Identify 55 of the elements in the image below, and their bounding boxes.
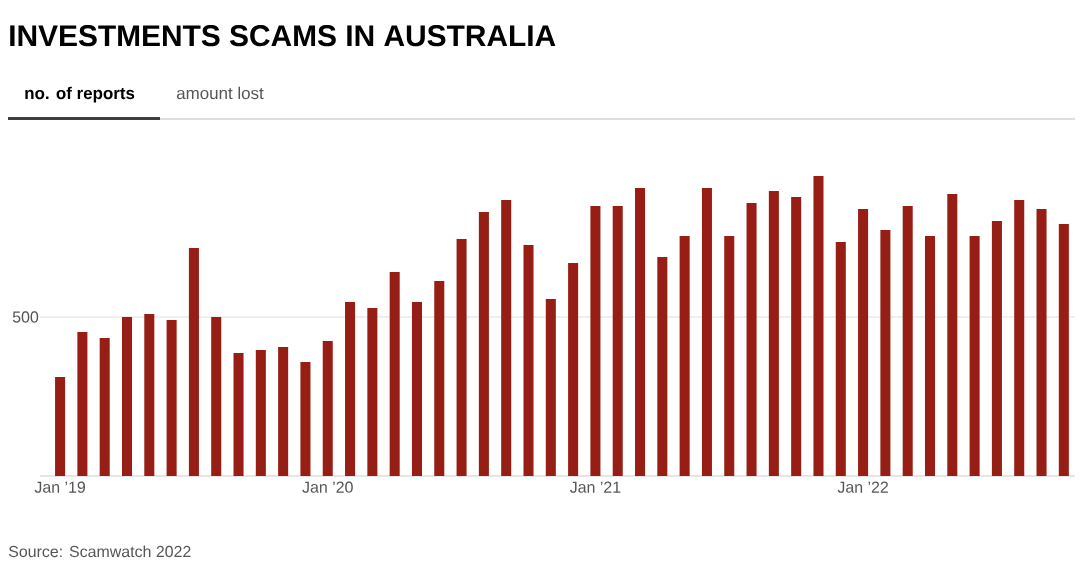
chart-title: INVESTMENTS SCAMS IN AUSTRALIA (10, 25, 556, 47)
bar (858, 208, 869, 476)
bar (300, 361, 311, 476)
bar (255, 349, 266, 476)
bar (924, 235, 936, 476)
x-tick-label: Jan ’19 (34, 481, 86, 493)
bar (590, 205, 601, 476)
bar (99, 337, 110, 476)
bar (77, 331, 88, 476)
bar (166, 319, 177, 476)
bar (947, 193, 958, 476)
text: no. of reports (25, 86, 135, 103)
bar (434, 280, 445, 476)
bar (367, 307, 378, 476)
bar (55, 376, 66, 476)
bar (345, 301, 356, 476)
bar (322, 340, 333, 476)
bar (991, 220, 1002, 476)
bar (233, 352, 244, 476)
bar (880, 229, 891, 476)
bar (501, 199, 512, 476)
x-tick-label: Jan ’22 (837, 481, 888, 493)
bar (635, 187, 646, 476)
bar (545, 298, 556, 476)
x-tick-label: Jan ’20 (302, 481, 353, 493)
x-tick-label: Jan ’21 (569, 481, 621, 493)
bar (612, 205, 623, 476)
bar (835, 241, 846, 476)
bar (679, 235, 690, 476)
bar (1014, 199, 1025, 476)
bar (969, 235, 980, 476)
bar (456, 238, 467, 476)
bar (768, 190, 779, 476)
bar (1036, 208, 1047, 476)
bar (791, 196, 802, 476)
bar (813, 175, 824, 476)
source-note: Source: Scamwatch 2022 (8, 545, 191, 558)
bar (211, 316, 222, 476)
bar (478, 211, 489, 476)
bar (188, 247, 199, 476)
bar (568, 262, 579, 476)
text: 500 (12, 311, 39, 323)
bar (657, 256, 668, 476)
bar (701, 187, 712, 476)
bar (1058, 223, 1069, 476)
bar (523, 244, 534, 476)
bar (902, 205, 913, 476)
bar (411, 301, 422, 476)
bar (724, 235, 735, 476)
text: amount lost (176, 86, 264, 100)
bar (389, 271, 400, 476)
bar (144, 313, 155, 476)
bar (278, 346, 289, 476)
bar (121, 316, 133, 476)
bar (746, 202, 757, 476)
